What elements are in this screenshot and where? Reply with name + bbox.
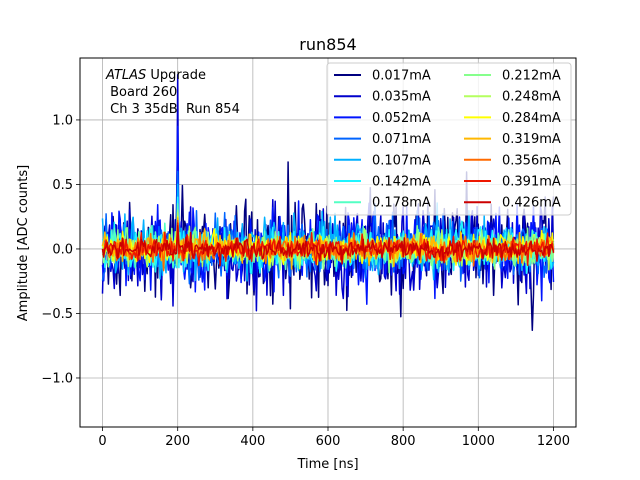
y-tick-label: 1.0 — [52, 113, 73, 128]
legend-item: 0.017mA — [334, 69, 431, 84]
x-axis-label: Time [ns] — [296, 457, 358, 472]
legend-label: 0.212mA — [502, 69, 561, 84]
legend-label: 0.071mA — [372, 132, 431, 147]
x-tick-label: 0 — [98, 434, 106, 449]
chart-title: run854 — [299, 35, 356, 54]
legend-item: 0.319mA — [464, 132, 561, 147]
series-group — [101, 74, 555, 332]
annotation-atlas: ATLAS — [105, 68, 146, 83]
x-tick-label: 400 — [240, 434, 265, 449]
legend-label: 0.356mA — [502, 153, 561, 168]
x-tick-label: 1000 — [462, 434, 495, 449]
series-line-0.071mA — [101, 170, 555, 285]
x-tick-label: 1200 — [537, 434, 570, 449]
legend-box — [326, 62, 572, 216]
legend-item: 0.035mA — [334, 90, 431, 105]
y-axis-label: Amplitude [ADC counts] — [16, 165, 31, 321]
legend: 0.017mA 0.035mA 0.052mA 0.071mA 0.107mA 0.142… — [326, 62, 572, 216]
legend-item: 0.284mA — [464, 111, 561, 126]
axis-ticks: 0 200 400 600 800 1000 1200 −1.0 −0.5 0.0 0.5 1.0 — [41, 113, 570, 449]
legend-item: 0.212mA — [464, 69, 561, 84]
y-tick-label: 0.5 — [52, 178, 73, 193]
x-tick-label: 200 — [165, 434, 190, 449]
series-line-0.426mA — [101, 224, 555, 267]
legend-item: 0.391mA — [464, 175, 561, 190]
legend-label: 0.107mA — [372, 153, 431, 168]
legend-label: 0.052mA — [372, 111, 431, 126]
legend-label: 0.017mA — [372, 69, 431, 84]
annotation-upgrade: Upgrade — [146, 68, 206, 83]
y-tick-label: −0.5 — [41, 307, 73, 322]
legend-item: 0.107mA — [334, 153, 431, 168]
legend-label: 0.035mA — [372, 90, 431, 105]
x-tick-label: 800 — [391, 434, 416, 449]
legend-item: 0.426mA — [464, 196, 561, 211]
annotation-line-1: ATLAS Upgrade — [105, 68, 206, 83]
legend-item: 0.248mA — [464, 90, 561, 105]
y-tick-label: −1.0 — [41, 371, 73, 386]
legend-label: 0.142mA — [372, 175, 431, 190]
y-tick-label: 0.0 — [52, 242, 73, 257]
x-tick-label: 600 — [316, 434, 341, 449]
legend-item: 0.142mA — [334, 175, 431, 190]
legend-label: 0.284mA — [502, 111, 561, 126]
legend-item: 0.178mA — [334, 196, 431, 211]
legend-item: 0.071mA — [334, 132, 431, 147]
annotation-line-2: Board 260 — [106, 85, 177, 100]
legend-label: 0.319mA — [502, 132, 561, 147]
legend-item: 0.356mA — [464, 153, 561, 168]
legend-label: 0.426mA — [502, 196, 561, 211]
annotation: ATLAS Upgrade Board 260 Ch 3 35dB Run 85… — [105, 68, 240, 117]
legend-label: 0.178mA — [372, 196, 431, 211]
legend-label: 0.391mA — [502, 175, 561, 190]
legend-label: 0.248mA — [502, 90, 561, 105]
legend-item: 0.052mA — [334, 111, 431, 126]
annotation-line-3: Ch 3 35dB Run 854 — [106, 102, 240, 117]
